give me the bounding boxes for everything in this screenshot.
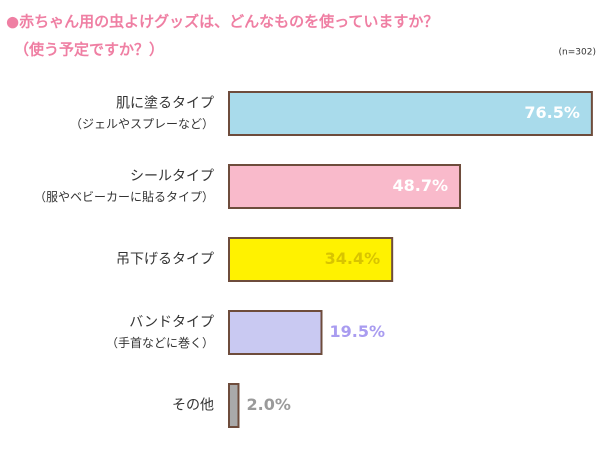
category-label: バンドタイプ	[129, 315, 214, 331]
sample-size-note: (n=302)	[559, 48, 596, 58]
bar	[228, 237, 394, 282]
category-label: シールタイプ	[130, 169, 214, 185]
bar	[228, 310, 323, 355]
category-sublabel: （ジェルやスプレーなど）	[70, 117, 214, 131]
chart-subtitle: （使う予定ですか？）	[14, 41, 164, 59]
value-label: 34.4%	[325, 249, 381, 268]
value-label: 76.5%	[524, 103, 580, 122]
value-label: 2.0%	[246, 395, 290, 414]
category-label: その他	[172, 398, 214, 414]
category-sublabel: （服やベビーカーに貼るタイプ）	[34, 189, 214, 204]
value-label: 19.5%	[330, 322, 386, 341]
bar	[228, 91, 593, 136]
chart-title: ●赤ちゃん用の虫よけグッズは、どんなものを使っていますか？	[6, 13, 438, 31]
category-label: 吊下げるタイプ	[116, 252, 214, 268]
category-label: 肌に塗るタイプ	[116, 95, 214, 112]
bar	[228, 383, 240, 428]
value-label: 48.7%	[392, 176, 448, 195]
bar	[228, 164, 462, 209]
category-sublabel: （手首などに巻く）	[106, 336, 214, 350]
